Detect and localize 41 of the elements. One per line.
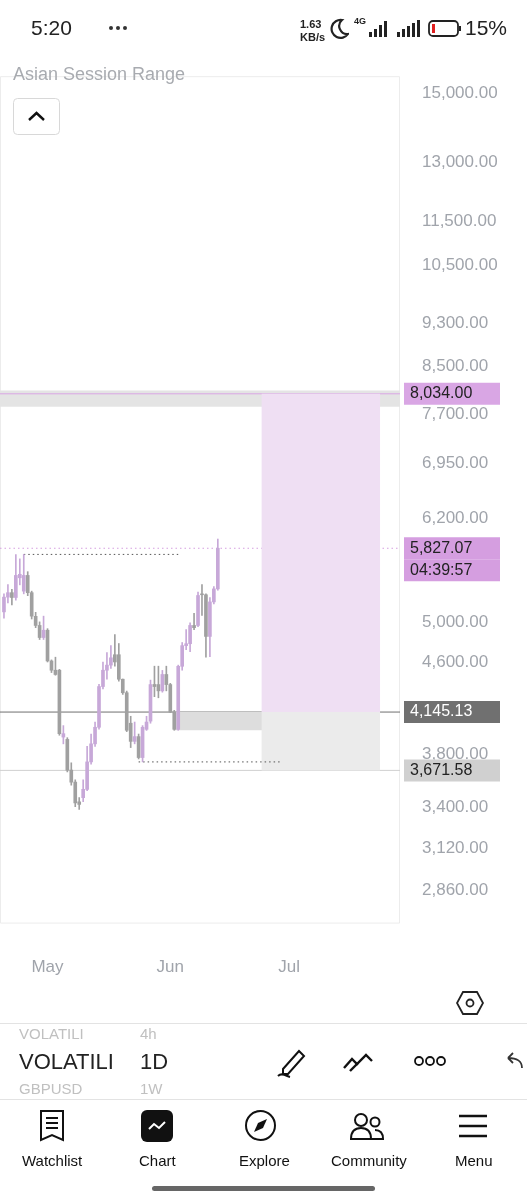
y-tick-label: 13,000.00 bbox=[422, 152, 498, 172]
ref-line-label: 3,671.58 bbox=[410, 760, 473, 778]
text: 1D bbox=[140, 1049, 169, 1075]
text: Watchlist bbox=[22, 1152, 83, 1169]
text: 1W bbox=[140, 1080, 163, 1097]
text: Menu bbox=[455, 1152, 493, 1169]
y-tick-label: 10,500.00 bbox=[422, 254, 498, 274]
y-tick-label: 15,000.00 bbox=[422, 83, 498, 103]
y-tick-label: 7,700.00 bbox=[422, 403, 489, 423]
y-tick-label: 6,200.00 bbox=[422, 508, 489, 528]
y-tick-label: 3,400.00 bbox=[422, 797, 489, 817]
ref-line-label: 4,145.13 bbox=[410, 702, 473, 720]
text: Community bbox=[331, 1152, 407, 1169]
text: 4G bbox=[354, 16, 367, 26]
text: GBPUSD bbox=[19, 1080, 83, 1097]
text: 04:39:57 bbox=[410, 560, 473, 578]
y-tick-label: 5,000.00 bbox=[422, 611, 489, 631]
y-tick-label: 8,500.00 bbox=[422, 356, 489, 376]
y-tick-label: 2,860.00 bbox=[422, 880, 489, 900]
annotation: Asian Session Range bbox=[13, 64, 186, 85]
ref-line-label: 8,034.00 bbox=[410, 384, 473, 402]
text: 15% bbox=[465, 16, 508, 40]
text: Chart bbox=[139, 1152, 176, 1169]
y-tick-label: 3,800.00 bbox=[422, 743, 489, 763]
y-tick-label: 4,600.00 bbox=[422, 651, 489, 671]
text: KB/s bbox=[300, 31, 326, 43]
text: VOLATILI bbox=[19, 1049, 114, 1075]
text: 1.63 bbox=[300, 18, 322, 30]
ref-line-label: 5,827.07 bbox=[410, 538, 473, 556]
text: 4h bbox=[140, 1025, 157, 1042]
y-tick-label: 9,300.00 bbox=[422, 313, 489, 333]
text: VOLATILI bbox=[19, 1025, 84, 1042]
y-tick-label: 11,500.00 bbox=[422, 210, 497, 230]
y-tick-label: 6,950.00 bbox=[422, 453, 489, 473]
x-tick-label: Jul bbox=[278, 957, 300, 977]
text: Explore bbox=[239, 1152, 290, 1169]
y-tick-label: 3,120.00 bbox=[422, 838, 489, 858]
x-tick-label: Jun bbox=[156, 957, 185, 977]
x-tick-label: May bbox=[31, 957, 65, 977]
text: 5:20 bbox=[31, 16, 72, 40]
candlestick bbox=[192, 612, 196, 630]
